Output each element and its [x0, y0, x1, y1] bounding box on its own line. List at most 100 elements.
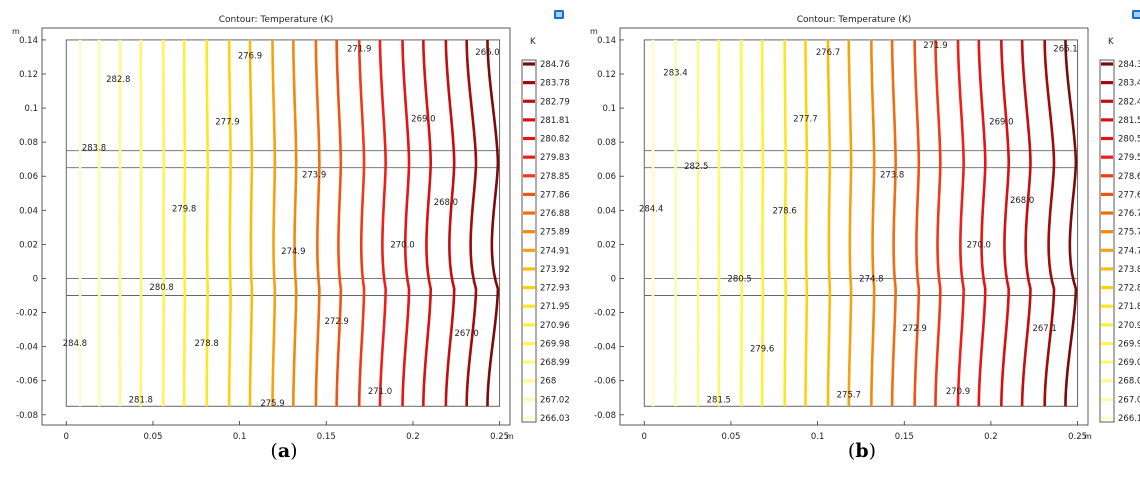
chart-title: Contour: Temperature (K): [219, 15, 333, 25]
colorbar-value: 275.89: [540, 228, 570, 238]
contour-line: [1064, 39, 1078, 407]
colorbar-value: 280.5: [1118, 135, 1140, 145]
contour-label: 281.8: [129, 395, 153, 405]
y-tick-label: 0.04: [19, 206, 38, 216]
y-tick-label: 0.14: [597, 36, 616, 46]
contour-label: 271.0: [368, 387, 392, 397]
contour-label: 269.0: [989, 118, 1013, 128]
contour-line: [335, 39, 343, 407]
colorbar-value: 266.1: [1118, 414, 1140, 424]
colorbar-frame: [1099, 59, 1115, 423]
contour-line: [1043, 39, 1056, 407]
x-tick-label: 0: [642, 432, 647, 442]
colorbar-value: 274.7: [1118, 246, 1140, 256]
x-axis-unit: m: [1084, 432, 1092, 441]
contour-label: 273.8: [880, 171, 904, 181]
contour-line: [465, 39, 478, 407]
contour-label: 266.0: [475, 48, 499, 58]
contour-line: [422, 39, 433, 407]
x-tick-label: 0.05: [721, 432, 740, 442]
contour-label: 278.6: [772, 206, 796, 216]
contour-plot-b: Contour: Temperature (K)mm0.140.120.10.0…: [590, 10, 1140, 442]
panel-label-a: (a): [270, 440, 298, 462]
contour-label: 270.0: [967, 240, 991, 250]
colorbar-value: 269.98: [540, 339, 570, 349]
y-tick-label: 0.06: [597, 172, 616, 182]
contour-panel-b: Contour: Temperature (K) m m 0.14 0.12 0.1 0.0…: [578, 0, 1140, 492]
contour-label: 272.9: [902, 324, 926, 334]
colorbar-value: 269.0: [1118, 358, 1140, 368]
contour-line: [870, 39, 876, 407]
contour-label: 276.9: [238, 51, 262, 61]
contour-line: [205, 39, 210, 407]
export-icon[interactable]: [554, 10, 564, 19]
contour-label: 268.0: [434, 198, 458, 208]
colorbar-value: 275.7: [1118, 228, 1140, 238]
y-tick-label: 0.06: [19, 172, 38, 182]
x-tick-label: 0.1: [811, 432, 825, 442]
contour-line: [847, 39, 853, 407]
y-tick-label: -0.02: [594, 309, 616, 319]
contour-line: [292, 39, 298, 407]
contour-label: 283.4: [663, 68, 687, 78]
colorbar-value: 271.8: [1118, 302, 1140, 312]
contour-label: 282.5: [684, 162, 708, 172]
contour-label: 271.9: [923, 41, 947, 51]
contour-line: [826, 39, 832, 407]
domain-boundary: [65, 39, 501, 407]
colorbar-value: 282.4: [1118, 97, 1140, 107]
colorbar-value: 274.91: [540, 246, 570, 256]
x-tick-label: 0.15: [317, 432, 336, 442]
colorbar-value: 280.82: [540, 135, 570, 145]
contour-label: 280.5: [727, 274, 751, 284]
colorbar-value: 281.81: [540, 116, 570, 126]
colorbar-value: 273.8: [1118, 265, 1140, 275]
x-axis-unit: m: [506, 432, 514, 441]
y-axis-unit: m: [590, 27, 598, 36]
colorbar-value: 267.02: [540, 395, 570, 405]
colorbar-value: 281.5: [1118, 116, 1140, 126]
colorbar-value: 277.6: [1118, 190, 1140, 200]
colorbar-unit: K: [530, 37, 536, 47]
contour-line: [227, 39, 232, 407]
colorbar-frame: [521, 59, 537, 423]
contour-label: 273.9: [302, 171, 326, 181]
contour-label: 275.7: [837, 390, 861, 400]
colorbar-value: 279.83: [540, 153, 570, 163]
y-tick-label: 0.04: [597, 206, 616, 216]
colorbar-value: 279.5: [1118, 153, 1140, 163]
contour-label: 277.9: [215, 118, 239, 128]
y-tick-label: -0.04: [594, 343, 616, 353]
contour-label: 267.1: [1032, 324, 1056, 334]
contour-label: 280.8: [149, 283, 173, 293]
colorbar-value: 272.8: [1118, 284, 1140, 294]
colorbar-value: 282.79: [540, 97, 570, 107]
contour-label: 266.1: [1053, 44, 1077, 54]
contour-line: [977, 39, 987, 407]
contour-label: 267.0: [454, 329, 478, 339]
contour-label: 272.9: [324, 317, 348, 327]
y-tick-label: 0.14: [19, 36, 38, 46]
colorbar-value: 266.03: [540, 414, 570, 424]
contour-label: 275.9: [260, 399, 284, 409]
colorbar-value: 267.0: [1118, 395, 1140, 405]
y-tick-label: 0.08: [597, 138, 616, 148]
y-tick-label: 0.1: [602, 104, 616, 114]
colorbar-value: 269.9: [1118, 339, 1140, 349]
contour-label: 274.8: [859, 274, 883, 284]
contour-label: 279.6: [750, 344, 774, 354]
contour-label: 268.0: [1010, 196, 1034, 206]
y-tick-label: 0.12: [19, 70, 38, 80]
colorbar-value: 278.6: [1118, 172, 1140, 182]
contour-line: [444, 39, 456, 407]
y-tick-label: -0.02: [16, 309, 38, 319]
contour-line: [760, 39, 765, 407]
contour-line: [934, 39, 942, 407]
colorbar-value: 284.3: [1118, 60, 1140, 70]
contour-label: 283.8: [82, 143, 106, 153]
contour-label: 270.0: [390, 240, 414, 250]
contour-label: 276.7: [816, 48, 840, 58]
export-icon[interactable]: [1132, 10, 1140, 19]
y-tick-label: -0.06: [594, 377, 616, 387]
contour-label: 270.9: [946, 387, 970, 397]
